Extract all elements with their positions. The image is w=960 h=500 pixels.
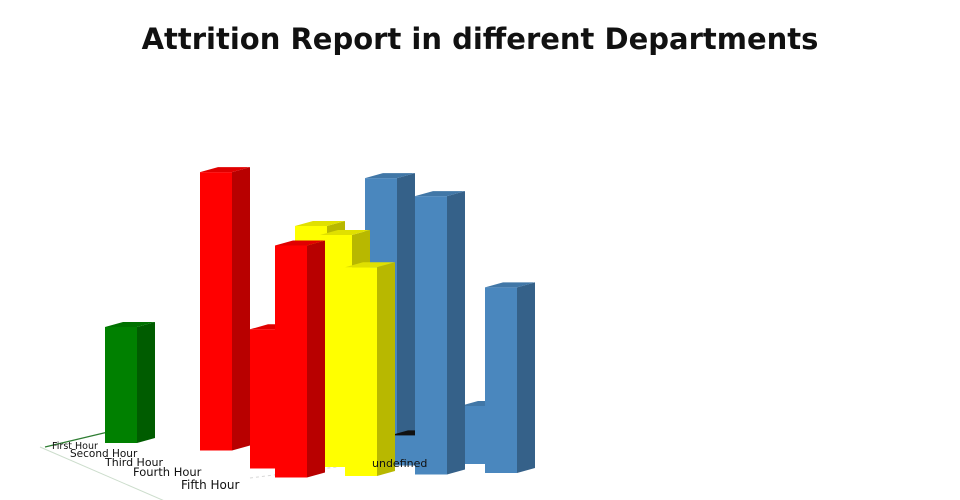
- category-tick-label: Fifth Hour: [181, 478, 239, 492]
- bar-side-face: [307, 240, 325, 478]
- category-tick-label: First Hour: [52, 441, 98, 452]
- bar-top-face: [485, 282, 535, 288]
- bar-front-face: [390, 435, 422, 466]
- bar-1-1: [105, 322, 155, 443]
- bar-top-face: [345, 262, 395, 268]
- bar-5-4: [415, 191, 465, 475]
- bar-front-face: [460, 406, 492, 464]
- bar-front-face: [200, 172, 232, 451]
- bar-side-face: [137, 322, 155, 443]
- bar-top-face: [320, 230, 370, 235]
- floor-axis-green: [44, 431, 109, 448]
- bar-side-face: [517, 282, 535, 473]
- bar-front-face: [250, 329, 282, 469]
- bar-5-3: [345, 262, 395, 476]
- chart-title: Attrition Report in different Department…: [141, 22, 819, 56]
- bar-front-face: [485, 287, 517, 473]
- bar-front-face: [415, 196, 447, 475]
- category-tick-label: Second Hour: [70, 448, 138, 460]
- bar-top-face: [415, 191, 465, 197]
- bar-top-face: [365, 173, 415, 179]
- bar-top-face: [105, 322, 155, 327]
- bar-side-face: [397, 173, 415, 457]
- bar-top-face: [295, 221, 345, 226]
- bar-front-face: [275, 245, 307, 478]
- bar-side-face: [232, 167, 250, 451]
- category-tick-label: Third Hour: [104, 456, 164, 469]
- bar-front-face: [345, 267, 377, 476]
- depth-axis-line: [39, 446, 164, 500]
- bar-top-face: [275, 240, 325, 246]
- series-tick-label: undefined: [372, 457, 427, 470]
- bar-side-face: [447, 191, 465, 475]
- bar-5-5: [485, 282, 535, 473]
- bar-2-2: [200, 167, 250, 451]
- bar-front-face: [105, 327, 137, 443]
- category-tick-label: Fourth Hour: [133, 465, 202, 479]
- bar-top-face: [200, 167, 250, 173]
- bar-5-2: [275, 240, 325, 478]
- bar-front-face: [320, 235, 352, 467]
- bar-side-face: [377, 262, 395, 476]
